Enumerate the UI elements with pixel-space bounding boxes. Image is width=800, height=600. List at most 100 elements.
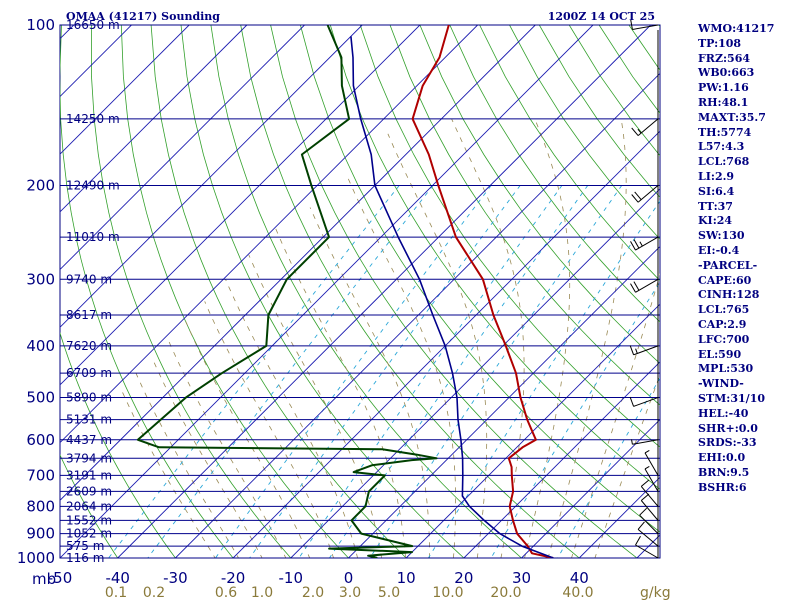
- moist-adiabat: [167, 339, 287, 558]
- wind-barb-flag: [639, 241, 643, 247]
- height-label: 5890 m: [66, 391, 112, 405]
- index-entry: L57:4.3: [698, 140, 745, 154]
- moist-adiabat: [345, 173, 457, 558]
- index-entry: MAXT:35.7: [698, 110, 766, 124]
- height-label: 1052 m: [66, 527, 112, 541]
- wind-barb-flag: [640, 479, 650, 487]
- pressure-tick-label: 900: [26, 525, 55, 543]
- mixing-ratio-tick-label: 0.1: [105, 585, 127, 600]
- isotherm: [60, 25, 248, 213]
- wind-barb-flag: [634, 191, 642, 200]
- temperature-tick-label: -30: [163, 569, 188, 587]
- wind-barb-shaft: [637, 118, 659, 136]
- mixing-ratio-tick-label: 3.0: [339, 585, 361, 600]
- temperature-tick-label: 10: [397, 569, 416, 587]
- index-entry: HEL:-40: [698, 406, 749, 420]
- dry-adiabat: [60, 454, 119, 558]
- wind-barb-shaft: [644, 452, 659, 476]
- height-label: 14250 m: [66, 112, 120, 126]
- index-entry: SI:6.4: [698, 184, 735, 198]
- height-label: 9740 m: [66, 272, 112, 286]
- wind-barb-flag: [633, 281, 640, 291]
- index-entry: SW:130: [698, 229, 745, 243]
- isotherm: [60, 25, 536, 501]
- index-entry: WMO:41217: [698, 22, 775, 35]
- index-panel: WMO:41217 TP:108 FRZ:564 WB0:663 PW:1.16 RH:4…: [698, 22, 798, 496]
- mixing-ratio-tick-label: 2.0: [302, 585, 324, 600]
- isotherm: [290, 188, 660, 558]
- background-lines: [0, 25, 660, 558]
- temperature-tick-label: -40: [105, 569, 130, 587]
- index-entry: KI:24: [698, 214, 733, 228]
- isotherm: [60, 25, 421, 386]
- height-label: 4437 m: [66, 433, 112, 447]
- index-entry: MPL:530: [698, 362, 754, 376]
- mixing-ratio-line: [108, 185, 400, 558]
- wind-barb-shaft: [633, 345, 659, 356]
- pressure-tick-label: 500: [26, 389, 55, 407]
- dry-adiabat: [329, 25, 660, 490]
- index-entry: CINH:128: [698, 288, 760, 302]
- wind-barb-shaft: [633, 397, 659, 407]
- mixing-ratio-tick-label: 5.0: [378, 585, 400, 600]
- pressure-tick-label: 600: [26, 431, 55, 449]
- dry-adiabat: [479, 25, 660, 282]
- index-entry: EL:590: [698, 347, 742, 361]
- index-entry: TP:108: [698, 36, 742, 50]
- mixing-ratio-tick-label: 20.0: [490, 585, 521, 600]
- wind-barb-flag: [631, 194, 639, 203]
- isotherm: [60, 25, 305, 271]
- dry-adiabat: [210, 25, 523, 558]
- height-label: 7620 m: [66, 339, 112, 353]
- wind-barb-flag: [637, 128, 642, 134]
- isotherm: [60, 25, 190, 155]
- mixing-ratio-tick-label: 0.6: [215, 585, 237, 600]
- dry-adiabat: [150, 25, 407, 558]
- index-entry: RH:48.1: [698, 95, 749, 109]
- wind-barb-shaft: [632, 439, 659, 445]
- isotherm: [60, 25, 478, 444]
- isotherm: [0, 25, 16, 558]
- wind-barb-flag: [640, 493, 650, 501]
- temperature-line: [411, 25, 554, 558]
- wind-barb-shaft: [637, 529, 659, 547]
- mixing-ratio-tick-label: 0.2: [143, 585, 165, 600]
- height-label: 2064 m: [66, 499, 112, 513]
- mixing-ratio-line: [214, 185, 492, 558]
- wind-barb-flag: [631, 439, 633, 445]
- title-right: 1200Z 14 OCT 25: [548, 10, 655, 23]
- plot-area: [59, 24, 661, 559]
- height-label: 16650 m: [66, 18, 120, 32]
- index-entry: FRZ:564: [698, 51, 751, 65]
- wind-barb-flag: [630, 241, 636, 251]
- dry-adiabat: [389, 25, 660, 406]
- mixing-ratio-line: [328, 185, 589, 558]
- wind-barb-flag: [629, 396, 635, 407]
- index-entry: LFC:700: [698, 332, 750, 346]
- moist-adiabat: [225, 279, 359, 558]
- index-entry: TH:5774: [698, 125, 752, 139]
- index-entry: CAP:2.9: [698, 317, 747, 331]
- pressure-tick-label: 800: [26, 497, 55, 515]
- moist-adiabat: [120, 387, 216, 558]
- isotherm: [175, 72, 660, 558]
- height-label: 8617 m: [66, 308, 112, 322]
- index-entry: LCL:765: [698, 303, 750, 317]
- isotherm: [232, 130, 660, 558]
- index-entry: SRDS:-33: [698, 436, 757, 450]
- mixing-ratio-tick-label: 10.0: [432, 585, 463, 600]
- height-label: 2609 m: [66, 484, 112, 498]
- index-entry: EI:-0.4: [698, 243, 740, 257]
- height-label: 3794 m: [66, 451, 112, 465]
- index-entry: WB0:663: [698, 66, 755, 80]
- mixing-ratio-tick-label: 1.0: [251, 585, 273, 600]
- isotherm: [463, 361, 660, 558]
- parcel-line: [350, 36, 554, 558]
- index-entry: BRN:9.5: [698, 465, 750, 479]
- height-label: 5131 m: [66, 413, 112, 427]
- mixing-ratio-line: [369, 185, 623, 558]
- temperature-tick-label: 20: [454, 569, 473, 587]
- wind-barb-flag: [639, 507, 648, 516]
- title-left: OMAA (41217) Sounding: [66, 10, 220, 23]
